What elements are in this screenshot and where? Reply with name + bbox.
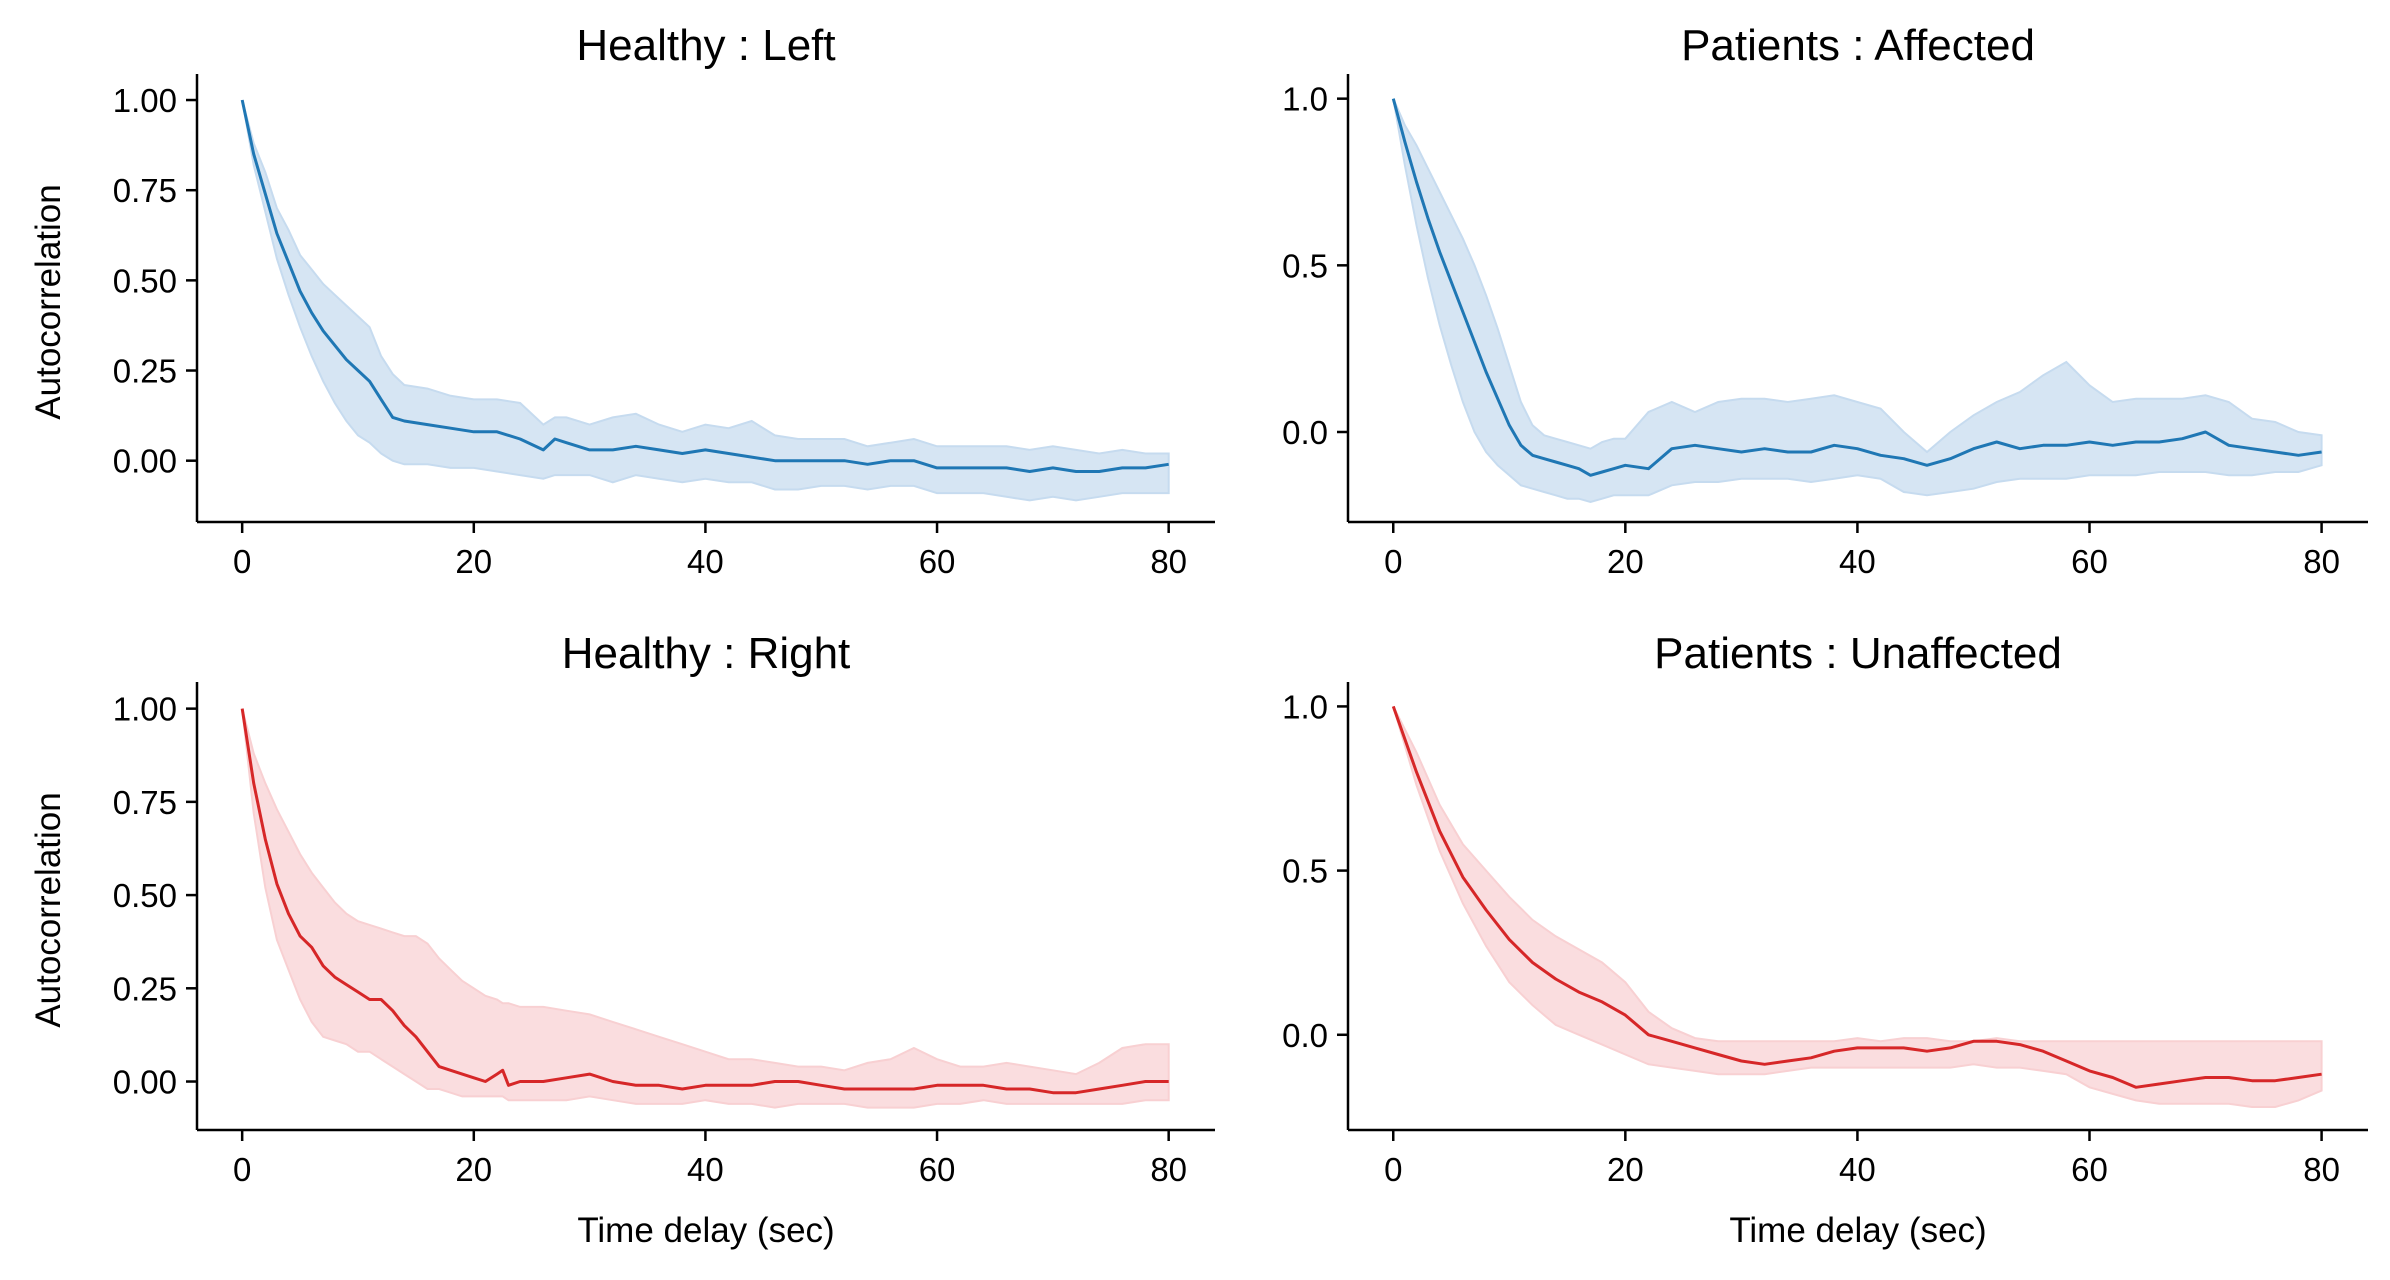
- panel-1: 0 20 40 60 80 0.00 0.25 0.50 0.75 1.00 Healthy : L…: [29, 21, 1215, 580]
- y-tick-label: 0.50: [113, 262, 177, 299]
- y-tick-label: 0.5: [1282, 853, 1328, 890]
- series-line: [240, 99, 1169, 473]
- x-tick-label: 0: [1384, 1151, 1402, 1188]
- y-tick-label: 0.25: [113, 353, 177, 390]
- y-tick-label: 1.00: [113, 82, 177, 119]
- confidence-band: [241, 708, 1170, 1109]
- y-tick-label: 0.0: [1282, 414, 1328, 451]
- y-tick-label: 0.75: [113, 784, 177, 821]
- y-tick-label: 0.25: [113, 970, 177, 1007]
- y-tick-label: 1.0: [1282, 81, 1328, 118]
- confidence-band: [1392, 98, 2323, 504]
- panel-title: Patients : Unaffected: [1654, 629, 2062, 678]
- y-tick-label: 1.0: [1282, 688, 1328, 725]
- x-tick-label: 40: [687, 543, 724, 580]
- y-tick-label: 0.0: [1282, 1017, 1328, 1054]
- x-tick-label: 60: [2071, 1151, 2108, 1188]
- panel-4: 0 20 40 60 80 0.0 0.5 1.0 Patients : Unaffected T…: [1282, 629, 2368, 1250]
- y-tick-label: 0.00: [113, 1064, 177, 1101]
- y-tick-label: 0.00: [113, 443, 177, 480]
- x-tick-label: 20: [1607, 1151, 1644, 1188]
- confidence-band: [1392, 705, 2323, 1108]
- x-tick-label: 60: [2071, 543, 2108, 580]
- y-tick-label: 1.00: [113, 691, 177, 728]
- y-tick-label: 0.50: [113, 877, 177, 914]
- x-axis-label: Time delay (sec): [577, 1211, 834, 1250]
- x-tick-label: 40: [1839, 543, 1876, 580]
- x-tick-label: 20: [1607, 543, 1644, 580]
- y-axis-label: Autocorrelation: [29, 184, 68, 419]
- x-tick-label: 80: [1150, 1151, 1187, 1188]
- x-axis-label: Time delay (sec): [1729, 1211, 1986, 1250]
- x-tick-label: 20: [455, 543, 492, 580]
- x-tick-label: 80: [2303, 1151, 2340, 1188]
- panel-title: Patients : Affected: [1681, 21, 2035, 70]
- y-axis-label: Autocorrelation: [29, 792, 68, 1027]
- x-tick-label: 40: [687, 1151, 724, 1188]
- x-tick-label: 60: [919, 543, 956, 580]
- x-tick-label: 0: [233, 1151, 251, 1188]
- x-tick-label: 40: [1839, 1151, 1876, 1188]
- x-tick-label: 60: [919, 1151, 956, 1188]
- panel-3: 0 20 40 60 80 0.00 0.25 0.50 0.75 1.00 Healthy : R…: [29, 629, 1215, 1250]
- x-tick-label: 0: [1384, 543, 1402, 580]
- x-tick-label: 80: [1150, 543, 1187, 580]
- x-tick-label: 20: [455, 1151, 492, 1188]
- y-tick-label: 0.5: [1282, 247, 1328, 284]
- y-tick-label: 0.75: [113, 172, 177, 209]
- x-tick-label: 0: [233, 543, 251, 580]
- series-line: [1391, 98, 2322, 477]
- panel-2: 0 20 40 60 80 0.0 0.5 1.0 Patients : Affected: [1282, 21, 2368, 580]
- panel-title: Healthy : Right: [562, 629, 851, 678]
- series-line: [240, 708, 1169, 1095]
- confidence-band: [241, 99, 1170, 502]
- series-line: [1391, 705, 2322, 1089]
- panel-title: Healthy : Left: [576, 21, 835, 70]
- x-tick-label: 80: [2303, 543, 2340, 580]
